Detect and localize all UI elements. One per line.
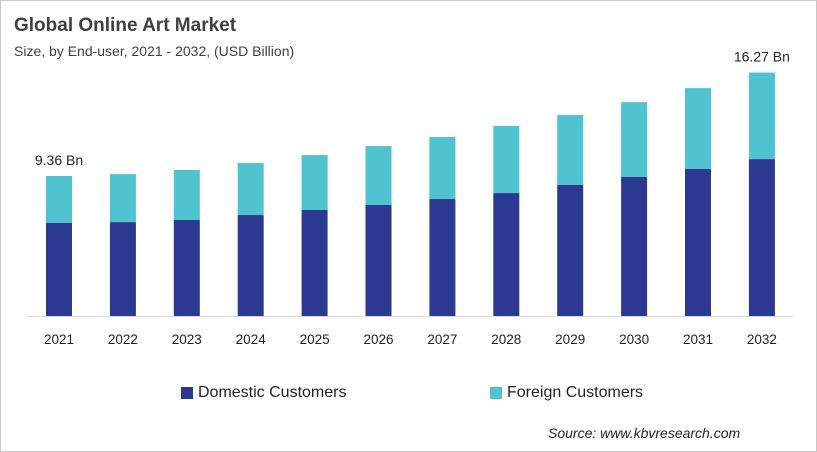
x-tick-label: 2025 [300, 332, 330, 347]
bar-foreign-2022 [109, 174, 136, 223]
bar-domestic-2021 [46, 223, 72, 316]
x-tick-labels: 2021 2022 2023 2024 2025 2026 2027 2028 2029 2030… [44, 332, 777, 347]
bar-foreign-2026 [365, 146, 392, 205]
data-label-2032: 16.27 Bn [734, 49, 790, 65]
bar-domestic-2029 [557, 185, 584, 316]
x-tick-label: 2032 [747, 332, 777, 347]
x-tick-label: 2027 [427, 332, 457, 347]
legend-item-domestic: Domestic Customers [181, 384, 346, 402]
chart-subtitle: Size, by End-user, 2021 - 2032, (USD Bil… [14, 43, 295, 59]
legend-item-foreign: Foreign Customers [490, 384, 643, 402]
bar-domestic-2027 [429, 199, 456, 316]
x-tick-label: 2030 [619, 332, 649, 347]
legend-swatch-foreign [490, 387, 502, 399]
bar-foreign-2031 [685, 88, 711, 169]
x-tick-label: 2022 [108, 332, 138, 347]
bar-domestic-2023 [173, 220, 200, 316]
bar-domestic-2030 [621, 177, 648, 316]
x-tick-label: 2031 [683, 332, 713, 347]
bar-foreign-2021 [46, 176, 72, 223]
bar-foreign-2025 [301, 155, 328, 210]
x-tick-label: 2023 [172, 332, 202, 347]
data-labels: 9.36 Bn 16.27 Bn [35, 49, 790, 168]
bar-foreign-2024 [237, 163, 264, 216]
x-tick-label: 2028 [491, 332, 521, 347]
bar-domestic-2026 [365, 205, 392, 316]
source-credit: Source: www.kbvresearch.com [548, 425, 741, 441]
bars-group [46, 72, 775, 316]
x-tick-label: 2029 [555, 332, 585, 347]
bar-foreign-2029 [557, 115, 584, 185]
legend-label-domestic: Domestic Customers [198, 384, 347, 401]
data-label-2021: 9.36 Bn [35, 152, 83, 168]
bar-domestic-2024 [237, 215, 264, 316]
x-tick-label: 2024 [236, 332, 267, 347]
bar-domestic-2028 [493, 193, 520, 316]
x-tick-label: 2026 [363, 332, 393, 347]
bar-foreign-2028 [493, 126, 520, 193]
bar-domestic-2022 [109, 222, 136, 316]
stacked-bar-chart: 2021 2022 2023 2024 2025 2026 2027 2028 2029 2030… [26, 49, 793, 347]
chart-title: Global Online Art Market [14, 15, 237, 36]
bar-domestic-2031 [685, 169, 711, 316]
legend-label-foreign: Foreign Customers [507, 384, 644, 401]
bar-domestic-2025 [301, 210, 328, 316]
x-tick-label: 2021 [44, 332, 74, 347]
bar-foreign-2027 [429, 137, 456, 200]
bar-foreign-2023 [173, 170, 200, 220]
bar-domestic-2032 [748, 159, 775, 316]
bar-foreign-2032 [748, 72, 775, 160]
bar-foreign-2030 [621, 102, 648, 177]
legend-swatch-domestic [181, 387, 193, 399]
